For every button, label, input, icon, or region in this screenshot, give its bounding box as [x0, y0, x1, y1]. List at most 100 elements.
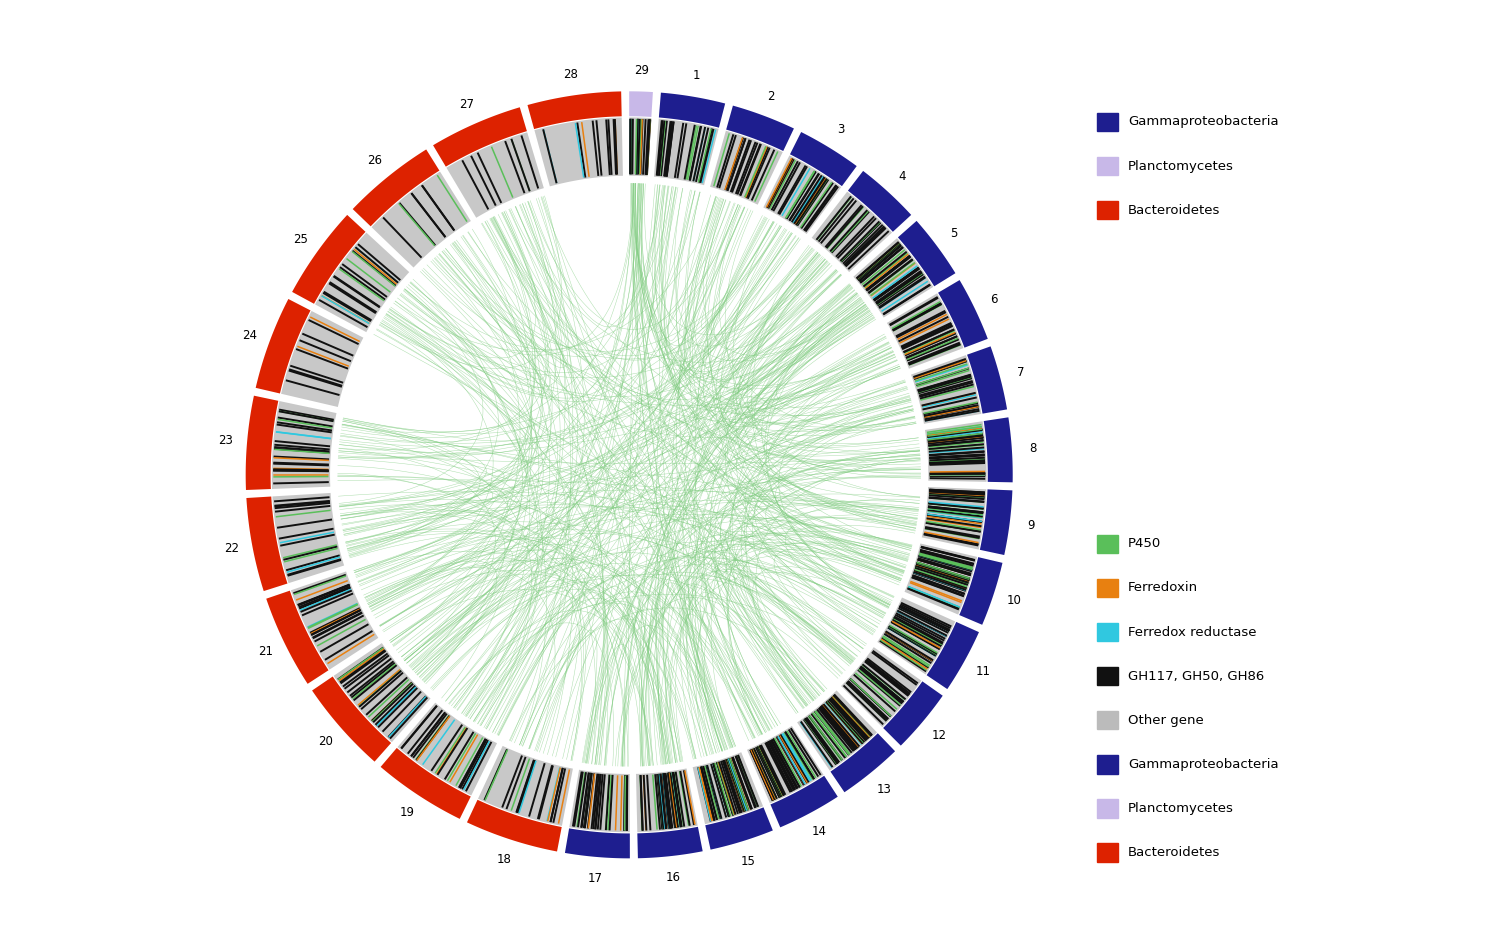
Polygon shape	[726, 106, 794, 151]
Polygon shape	[898, 220, 956, 286]
Polygon shape	[980, 489, 1012, 555]
Polygon shape	[636, 769, 698, 832]
Text: 17: 17	[588, 871, 603, 885]
Bar	[1096, 755, 1118, 773]
Text: 13: 13	[876, 783, 891, 796]
Polygon shape	[292, 215, 366, 303]
Polygon shape	[654, 119, 718, 186]
Polygon shape	[246, 496, 288, 591]
Polygon shape	[927, 622, 980, 690]
Bar	[1096, 667, 1118, 686]
Text: 29: 29	[634, 64, 650, 77]
Text: Planctomycetes: Planctomycetes	[1128, 159, 1233, 172]
Text: 22: 22	[224, 543, 238, 556]
Text: GH117, GH50, GH86: GH117, GH50, GH86	[1128, 670, 1264, 683]
Bar	[1096, 623, 1118, 642]
Text: 26: 26	[368, 154, 382, 167]
Polygon shape	[312, 676, 392, 762]
Polygon shape	[910, 355, 981, 424]
Polygon shape	[398, 703, 496, 795]
Polygon shape	[266, 591, 328, 684]
Polygon shape	[693, 753, 764, 824]
Polygon shape	[926, 421, 987, 481]
Text: 21: 21	[258, 645, 273, 658]
Polygon shape	[255, 299, 310, 394]
Text: 14: 14	[812, 825, 826, 838]
Text: 4: 4	[898, 170, 906, 183]
Polygon shape	[790, 132, 856, 187]
Polygon shape	[796, 690, 877, 771]
Bar	[1096, 843, 1118, 862]
Polygon shape	[984, 417, 1012, 482]
Polygon shape	[904, 544, 976, 614]
Text: 25: 25	[292, 233, 308, 246]
Polygon shape	[628, 118, 651, 176]
Text: 15: 15	[741, 855, 756, 868]
Polygon shape	[812, 191, 892, 272]
Text: 28: 28	[564, 68, 579, 81]
Text: Gammaproteobacteria: Gammaproteobacteria	[1128, 116, 1278, 128]
Text: 8: 8	[1029, 442, 1036, 455]
Polygon shape	[764, 155, 842, 234]
Polygon shape	[447, 132, 544, 218]
Polygon shape	[280, 311, 363, 407]
Polygon shape	[478, 746, 573, 826]
Text: 5: 5	[951, 227, 957, 240]
Polygon shape	[771, 776, 837, 827]
Polygon shape	[853, 238, 933, 317]
Bar	[1096, 578, 1118, 597]
Polygon shape	[291, 572, 378, 670]
Text: 1: 1	[693, 70, 700, 82]
Bar	[1096, 535, 1118, 553]
Polygon shape	[352, 150, 440, 226]
Text: 9: 9	[1028, 519, 1035, 532]
Polygon shape	[570, 770, 630, 833]
Text: 6: 6	[990, 293, 998, 306]
Polygon shape	[705, 807, 772, 850]
Text: 2: 2	[768, 89, 776, 103]
Polygon shape	[246, 396, 279, 490]
Polygon shape	[886, 293, 963, 368]
Text: P450: P450	[1128, 537, 1161, 550]
Polygon shape	[878, 597, 956, 674]
Text: Gammaproteobacteria: Gammaproteobacteria	[1128, 758, 1278, 771]
Polygon shape	[842, 647, 921, 727]
Polygon shape	[958, 557, 1002, 625]
Polygon shape	[938, 280, 988, 348]
Polygon shape	[710, 131, 783, 204]
Text: 18: 18	[496, 853, 512, 867]
Text: Bacteroidetes: Bacteroidetes	[1128, 203, 1220, 217]
Polygon shape	[747, 726, 824, 804]
Text: Ferredoxin: Ferredoxin	[1128, 581, 1198, 594]
Text: 3: 3	[837, 123, 844, 137]
Text: Planctomycetes: Planctomycetes	[1128, 802, 1233, 815]
Polygon shape	[272, 401, 336, 489]
Polygon shape	[333, 643, 430, 742]
Text: 11: 11	[975, 665, 990, 678]
Text: Other gene: Other gene	[1128, 714, 1203, 727]
Polygon shape	[372, 171, 471, 268]
Bar	[1096, 800, 1118, 818]
Text: 12: 12	[932, 728, 946, 741]
Polygon shape	[566, 828, 630, 858]
Bar	[1096, 157, 1118, 175]
Polygon shape	[534, 118, 622, 187]
Bar	[1096, 201, 1118, 219]
Text: Bacteroidetes: Bacteroidetes	[1128, 846, 1220, 859]
Text: 23: 23	[219, 434, 234, 447]
Bar	[1096, 711, 1118, 729]
Polygon shape	[921, 487, 987, 549]
Text: 27: 27	[459, 98, 474, 111]
Text: 24: 24	[242, 329, 256, 342]
Text: Ferredox reductase: Ferredox reductase	[1128, 625, 1257, 639]
Text: 10: 10	[1007, 594, 1022, 608]
Polygon shape	[315, 233, 410, 333]
Text: 16: 16	[664, 870, 680, 884]
Polygon shape	[466, 800, 561, 852]
Text: 7: 7	[1017, 365, 1025, 379]
Polygon shape	[847, 171, 910, 232]
Polygon shape	[831, 733, 896, 792]
Polygon shape	[273, 493, 344, 583]
Polygon shape	[638, 827, 702, 858]
Polygon shape	[381, 748, 471, 819]
